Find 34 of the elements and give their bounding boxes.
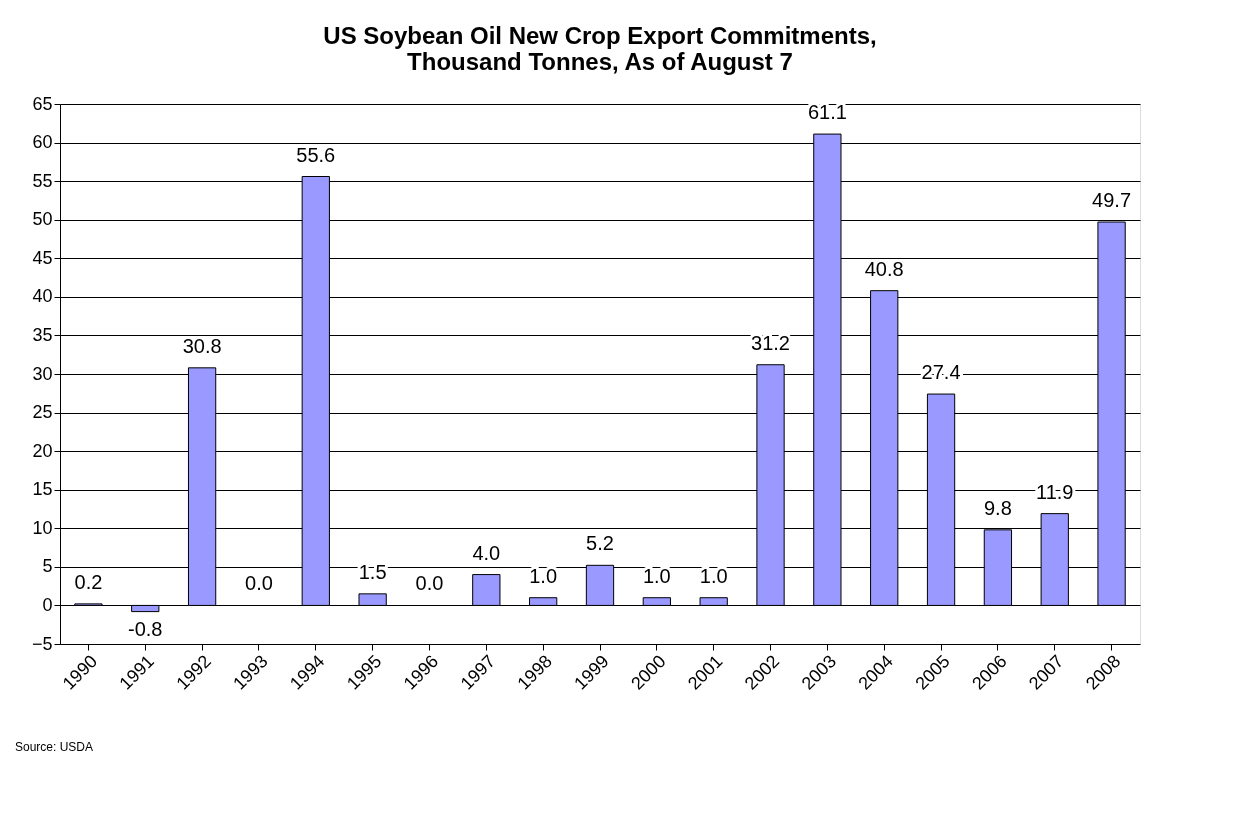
data-label: 1.0	[529, 564, 558, 587]
source-note: Source: USDA	[15, 740, 94, 754]
y-tick-label: 30	[32, 363, 53, 384]
y-tick-label: 0	[42, 594, 53, 615]
y-tick-label: 55	[32, 170, 53, 191]
y-tick-label: 25	[32, 402, 53, 423]
y-tick-label: 60	[32, 132, 53, 153]
y-tick-label: 10	[32, 517, 53, 538]
data-label: 1.0	[699, 564, 728, 587]
data-label: 0.0	[415, 572, 444, 595]
y-tick-label: 5	[42, 556, 53, 577]
y-tick-label: 35	[32, 324, 53, 345]
y-tick-label: 20	[32, 440, 53, 461]
text: Thousand Tonnes, As of August 7	[407, 48, 793, 75]
y-tick-label: 65	[32, 93, 53, 114]
data-label: 31.2	[751, 331, 790, 354]
data-label: 1.0	[642, 564, 671, 587]
data-label: 55.6	[296, 143, 336, 166]
y-tick-label: 15	[32, 479, 53, 500]
text: US Soybean Oil New Crop Export Commitments,	[323, 22, 877, 49]
data-label: -0.8	[128, 617, 163, 640]
data-label: 40.8	[864, 257, 904, 280]
y-tick-label: 50	[32, 209, 53, 230]
data-label: 9.8	[983, 496, 1012, 519]
y-tick-label: 45	[32, 247, 53, 268]
data-label: 49.7	[1092, 189, 1132, 212]
data-label: 4.0	[472, 541, 501, 564]
data-label: 30.8	[182, 334, 222, 357]
data-label: 61.1	[807, 101, 847, 124]
y-tick-label: −5	[31, 633, 53, 654]
data-label: 5.2	[586, 532, 614, 555]
y-tick-label: 40	[32, 286, 53, 307]
data-label: 0.2	[74, 570, 103, 593]
data-label: 0.0	[245, 572, 273, 595]
